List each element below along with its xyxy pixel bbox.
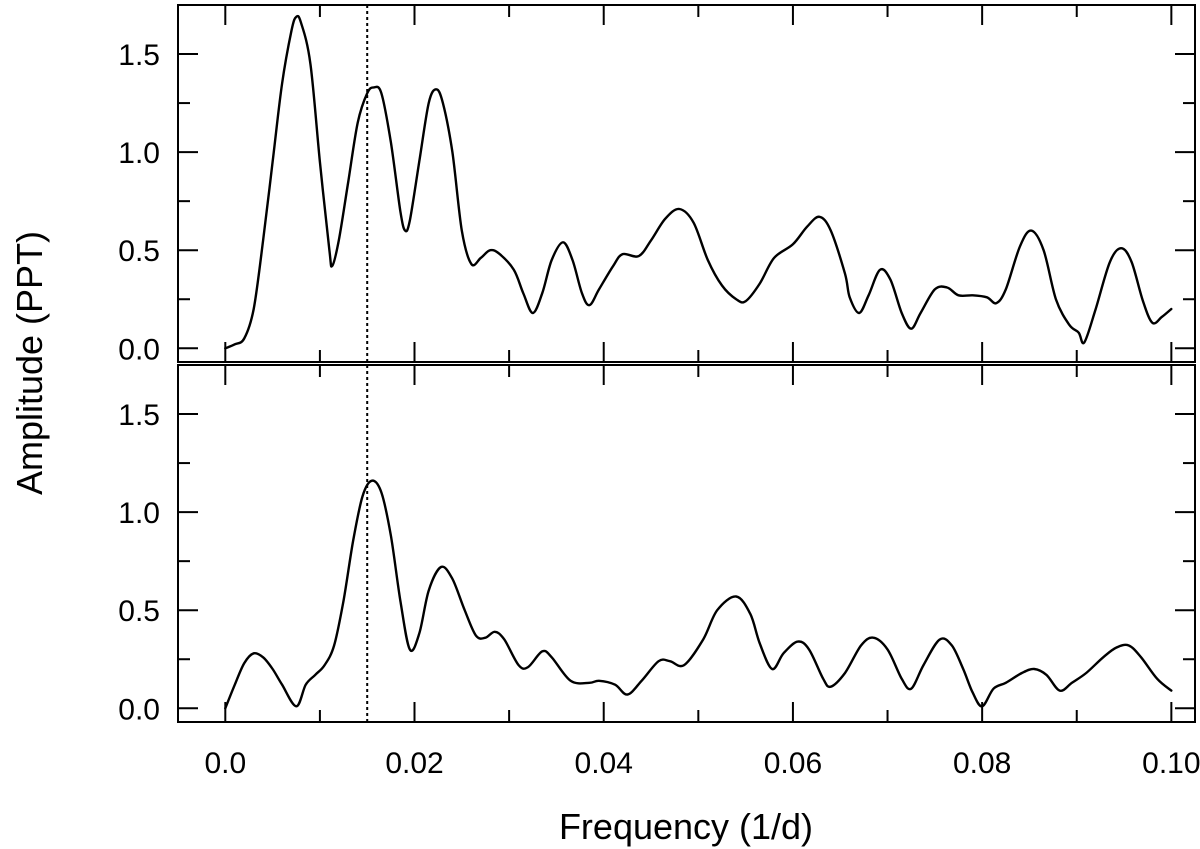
- bottom-panel-ticks: [178, 365, 1195, 722]
- top-y-tick-label: 1.5: [118, 39, 160, 72]
- x-tick-label: 0.10: [1142, 747, 1200, 780]
- top-y-tick-label: 1.0: [118, 137, 160, 170]
- top-panel: 0.0 0.5 1.0 1.5: [118, 4, 1196, 366]
- bottom-y-tick-label: 0.5: [118, 595, 160, 628]
- bottom-y-tick-label: 0.0: [118, 693, 160, 726]
- top-panel-frame: [177, 4, 1196, 363]
- x-tick-labels: 0.0 0.02 0.04 0.06 0.08 0.10: [204, 747, 1200, 780]
- x-tick-label: 0.0: [204, 747, 246, 780]
- top-y-tick-label: 0.5: [118, 235, 160, 268]
- bottom-panel-y-tick-labels: 0.0 0.5 1.0 1.5: [118, 399, 160, 726]
- top-y-tick-label: 0.0: [118, 333, 160, 366]
- bottom-panel: 0.0 0.5 1.0 1.5: [118, 364, 1196, 726]
- bottom-y-tick-label: 1.0: [118, 497, 160, 530]
- y-axis-label: Amplitude (PPT): [9, 231, 50, 495]
- bottom-panel-frame: [177, 364, 1196, 723]
- x-tick-label: 0.04: [575, 747, 633, 780]
- top-panel-ticks: [178, 5, 1195, 362]
- x-tick-label: 0.08: [953, 747, 1011, 780]
- top-panel-y-tick-labels: 0.0 0.5 1.0 1.5: [118, 39, 160, 366]
- top-panel-spectrum-line: [224, 14, 1173, 350]
- x-tick-label: 0.02: [385, 747, 443, 780]
- x-axis-label: Frequency (1/d): [559, 806, 813, 847]
- bottom-panel-spectrum-line: [224, 479, 1173, 710]
- x-tick-label: 0.06: [764, 747, 822, 780]
- bottom-y-tick-label: 1.5: [118, 399, 160, 432]
